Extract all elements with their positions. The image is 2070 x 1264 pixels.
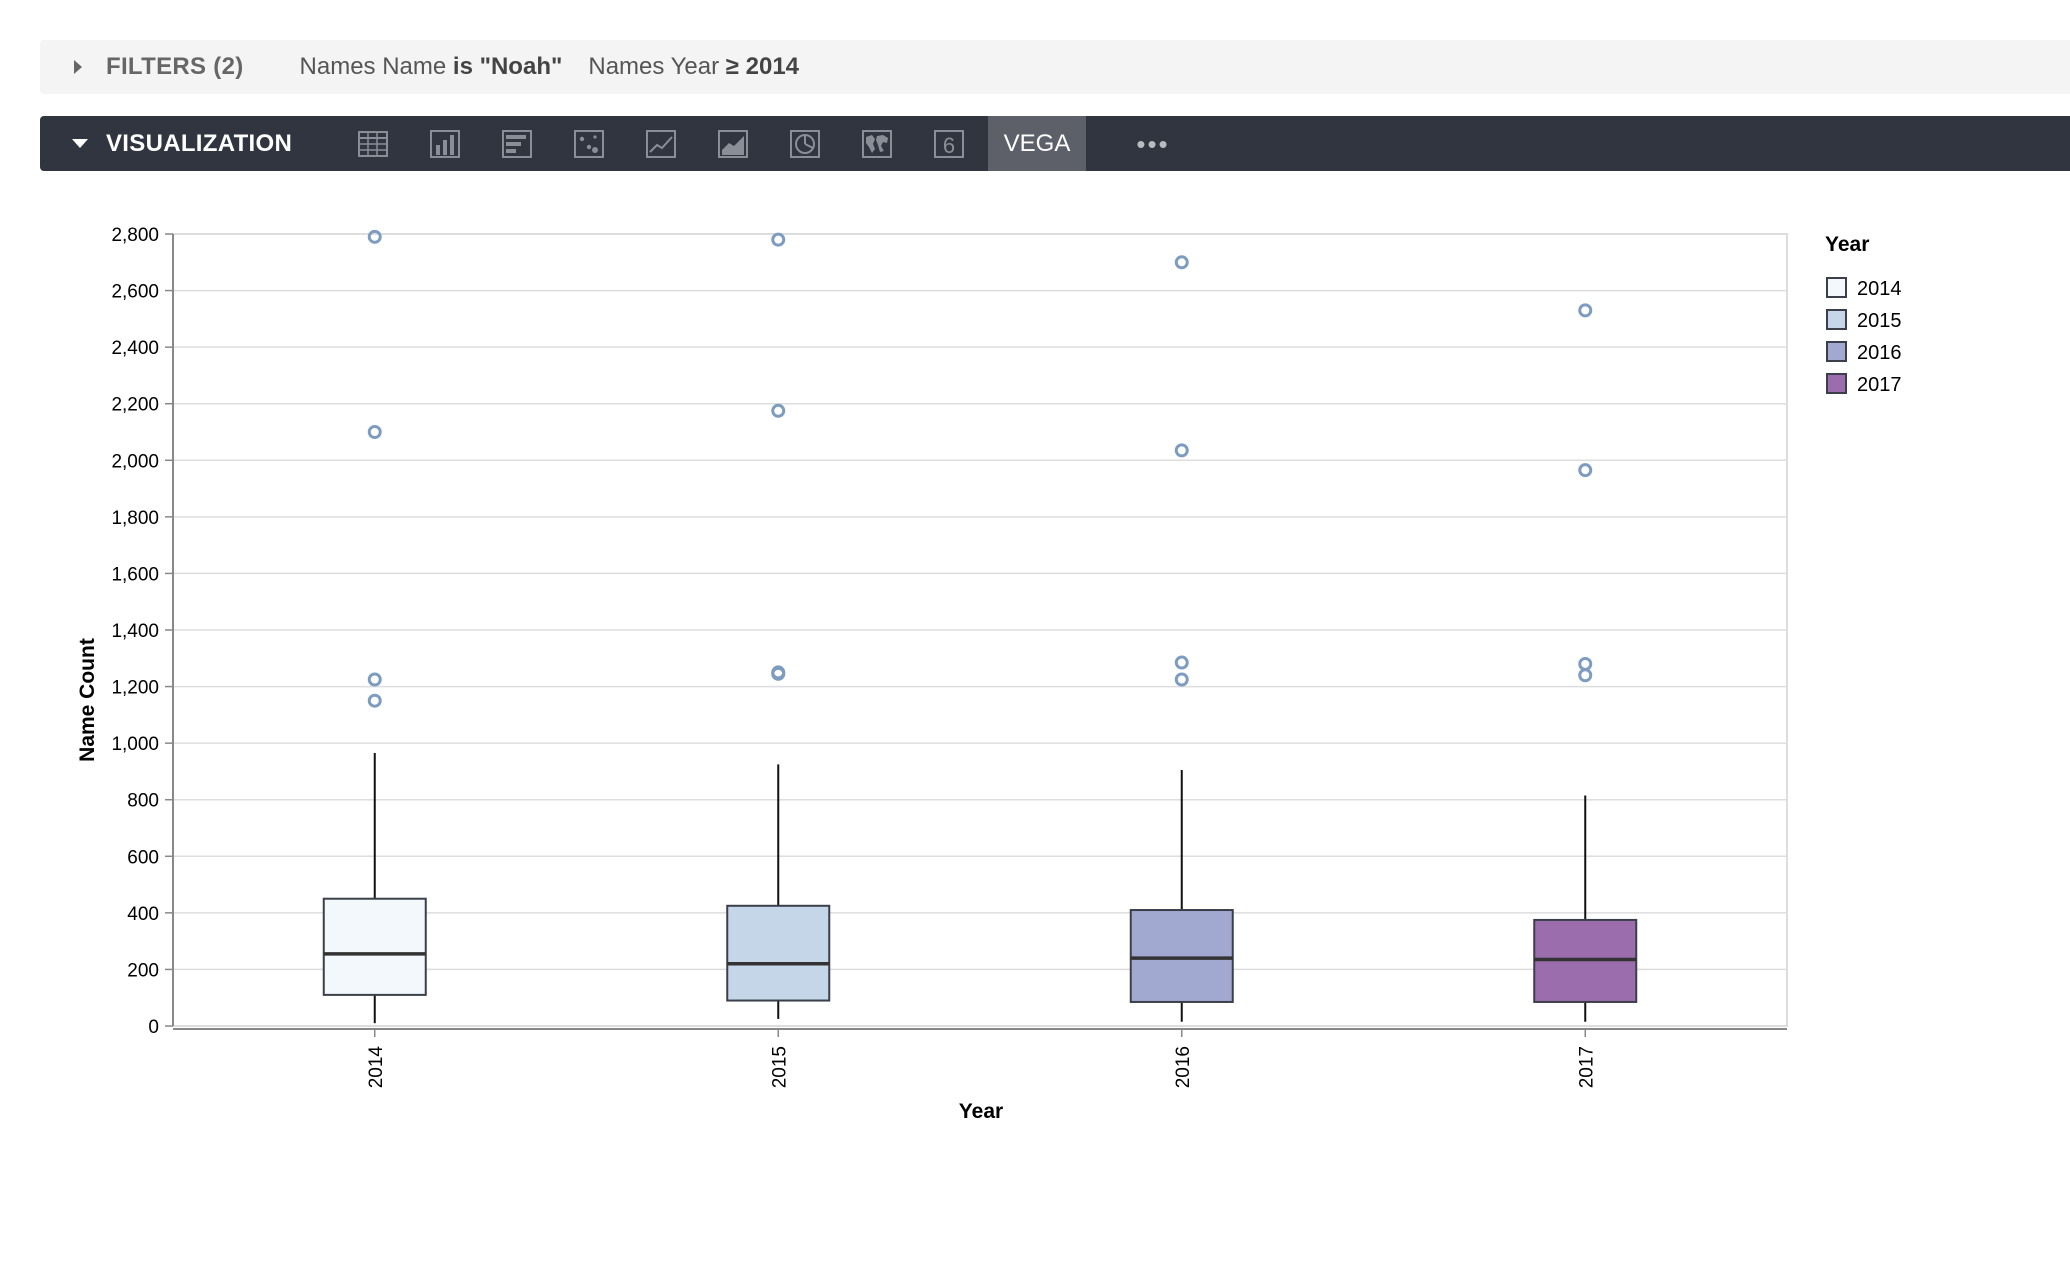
- filters-title[interactable]: FILTERS (2): [106, 53, 244, 80]
- outlier-point: [367, 425, 382, 439]
- pie-chart-icon[interactable]: [787, 126, 823, 162]
- caret-down-icon[interactable]: [72, 139, 88, 148]
- outlier-point: [1174, 443, 1189, 458]
- x-tick-label: 2017: [1576, 1046, 1597, 1088]
- outlier-point: [367, 672, 382, 687]
- legend-swatch: [1826, 309, 1847, 330]
- outlier-point: [1578, 463, 1593, 478]
- filter-operator: is: [452, 53, 473, 80]
- boxes: [322, 753, 1638, 1024]
- x-tick-label: 2016: [1173, 1046, 1194, 1088]
- boxplot-chart: 0 200 400 600 800 1,000 1,200 1,400 1,600 1,800 2,…: [76, 225, 1902, 1123]
- y-axis: 0 200 400 600 800 1,000 1,200 1,400 1,600 1,800 2,…: [111, 225, 174, 1038]
- bar-chart-icon[interactable]: [499, 126, 535, 162]
- y-tick-label: 200: [127, 960, 159, 981]
- y-tick-label: 800: [127, 791, 159, 812]
- filter-chip-name[interactable]: Names Name is "Noah": [300, 53, 563, 81]
- filter-field: Names Year: [588, 53, 720, 80]
- outlier-point: [771, 403, 786, 418]
- filter-field: Names Name: [299, 53, 447, 80]
- outlier-point: [771, 665, 786, 680]
- table-icon[interactable]: [355, 126, 391, 162]
- area-chart-icon[interactable]: [715, 126, 751, 162]
- box-2015: [726, 904, 831, 1002]
- filters-bar[interactable]: FILTERS (2) Names Name is "Noah" Names Y…: [40, 40, 2070, 94]
- filter-value: 2014: [745, 53, 800, 80]
- filter-chip-year[interactable]: Names Year ≥ 2014: [588, 53, 799, 81]
- y-tick-label: 1,600: [111, 564, 159, 585]
- y-tick-label: 400: [127, 904, 159, 925]
- legend-swatch: [1826, 277, 1847, 298]
- y-tick-label: 2,600: [111, 282, 159, 303]
- filter-operator: ≥: [725, 53, 739, 80]
- single-value-glyph: 6: [943, 133, 955, 158]
- legend: Year 2014 2015 2016 2017: [1825, 233, 1902, 396]
- outlier-point: [771, 232, 786, 247]
- y-tick-label: 1,200: [111, 678, 159, 699]
- scatter-icon[interactable]: [571, 126, 607, 162]
- x-axis-title: Year: [959, 1100, 1003, 1123]
- outliers: [367, 229, 1593, 708]
- map-icon[interactable]: [859, 126, 895, 162]
- outlier-point: [1578, 656, 1593, 671]
- outlier-point: [1578, 303, 1593, 318]
- y-tick-label: 2,000: [111, 451, 159, 472]
- x-tick-label: 2015: [769, 1046, 790, 1088]
- x-axis: 2014 2015 2016 2017: [173, 1028, 1787, 1089]
- outlier-point: [367, 229, 382, 244]
- y-tick-label: 600: [127, 847, 159, 868]
- caret-right-icon[interactable]: [74, 60, 82, 74]
- y-tick-label: 0: [148, 1017, 159, 1038]
- legend-label: 2015: [1857, 310, 1902, 332]
- legend-swatch: [1826, 373, 1847, 394]
- x-tick-label: 2014: [366, 1046, 387, 1089]
- outlier-point: [1578, 668, 1593, 683]
- y-tick-label: 1,000: [111, 734, 159, 755]
- outlier-point: [1174, 255, 1189, 270]
- y-tick-label: 1,400: [111, 621, 159, 642]
- y-tick-label: 2,400: [111, 338, 159, 359]
- y-tick-label: 2,800: [111, 225, 159, 246]
- box-2016: [1129, 909, 1234, 1003]
- visualization-title[interactable]: VISUALIZATION: [106, 129, 293, 157]
- gridlines: [172, 233, 1788, 1027]
- column-chart-icon[interactable]: [427, 126, 463, 162]
- visualization-bar: VISUALIZATION 6 VEGA •••: [40, 116, 2070, 171]
- outlier-point: [367, 693, 382, 708]
- legend-label: 2014: [1857, 278, 1902, 300]
- outlier-point: [1174, 655, 1189, 670]
- y-tick-label: 1,800: [111, 508, 159, 529]
- legend-swatch: [1826, 341, 1847, 362]
- tab-vega[interactable]: VEGA: [988, 116, 1086, 171]
- legend-label: 2016: [1857, 342, 1902, 364]
- box-2014: [322, 897, 427, 996]
- y-axis-title: Name Count: [76, 638, 99, 762]
- legend-label: 2017: [1857, 374, 1902, 396]
- single-value-icon[interactable]: 6: [931, 126, 967, 162]
- more-options-icon[interactable]: •••: [1136, 128, 1170, 159]
- outlier-point: [1174, 672, 1189, 687]
- filter-value: "Noah": [479, 53, 563, 80]
- legend-title: Year: [1825, 233, 1869, 256]
- line-chart-icon[interactable]: [643, 126, 679, 162]
- y-tick-label: 2,200: [111, 395, 159, 416]
